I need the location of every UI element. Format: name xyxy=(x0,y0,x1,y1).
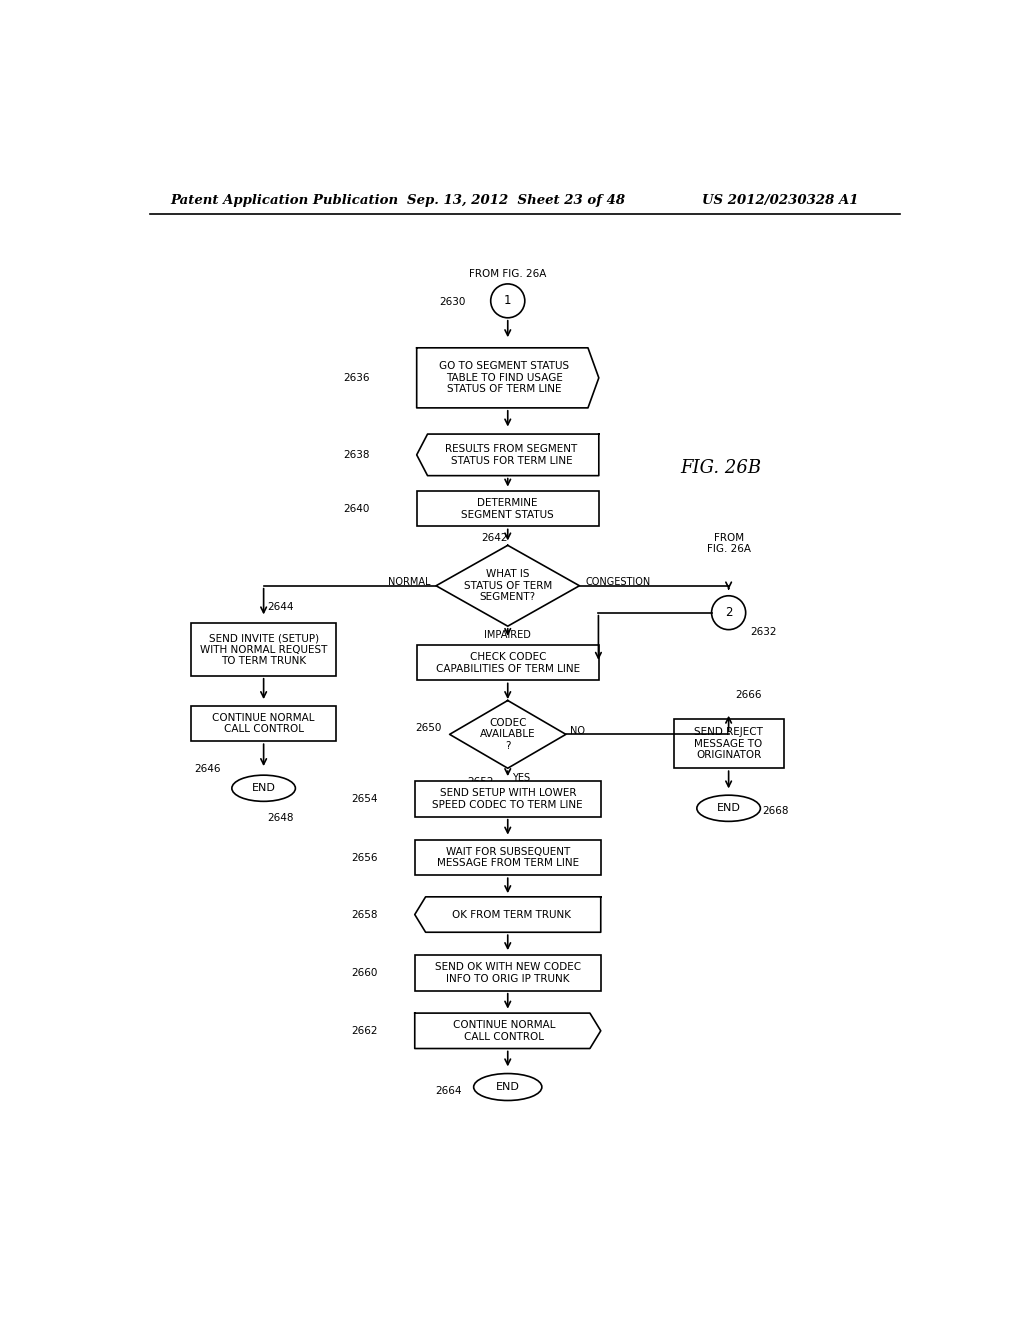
Text: US 2012/0230328 A1: US 2012/0230328 A1 xyxy=(701,194,858,207)
Circle shape xyxy=(490,284,524,318)
Text: 2660: 2660 xyxy=(351,968,378,978)
FancyBboxPatch shape xyxy=(415,956,601,991)
Text: FIG. 26B: FIG. 26B xyxy=(680,459,761,477)
Text: 2636: 2636 xyxy=(343,372,370,383)
Text: 1: 1 xyxy=(504,294,512,308)
Text: GO TO SEGMENT STATUS
TABLE TO FIND USAGE
STATUS OF TERM LINE: GO TO SEGMENT STATUS TABLE TO FIND USAGE… xyxy=(439,362,569,395)
Polygon shape xyxy=(450,701,566,768)
Circle shape xyxy=(712,595,745,630)
FancyBboxPatch shape xyxy=(674,719,783,768)
Text: SEND INVITE (SETUP)
WITH NORMAL REQUEST
TO TERM TRUNK: SEND INVITE (SETUP) WITH NORMAL REQUEST … xyxy=(200,634,328,667)
Text: DETERMINE
SEGMENT STATUS: DETERMINE SEGMENT STATUS xyxy=(462,498,554,520)
Text: SEND REJECT
MESSAGE TO
ORIGINATOR: SEND REJECT MESSAGE TO ORIGINATOR xyxy=(694,727,763,760)
Text: RESULTS FROM SEGMENT
STATUS FOR TERM LINE: RESULTS FROM SEGMENT STATUS FOR TERM LIN… xyxy=(445,444,578,466)
Text: CONGESTION: CONGESTION xyxy=(586,577,650,587)
Text: NO: NO xyxy=(569,726,585,735)
Text: SEND SETUP WITH LOWER
SPEED CODEC TO TERM LINE: SEND SETUP WITH LOWER SPEED CODEC TO TER… xyxy=(432,788,583,810)
Text: CHECK CODEC
CAPABILITIES OF TERM LINE: CHECK CODEC CAPABILITIES OF TERM LINE xyxy=(435,652,580,673)
Text: 2668: 2668 xyxy=(763,805,790,816)
FancyBboxPatch shape xyxy=(190,706,337,742)
Text: 2640: 2640 xyxy=(343,504,370,513)
Text: Patent Application Publication: Patent Application Publication xyxy=(171,194,398,207)
Text: 2664: 2664 xyxy=(435,1086,461,1096)
Text: WHAT IS
STATUS OF TERM
SEGMENT?: WHAT IS STATUS OF TERM SEGMENT? xyxy=(464,569,552,602)
Text: 2662: 2662 xyxy=(351,1026,378,1036)
Text: 2638: 2638 xyxy=(343,450,370,459)
Text: 2658: 2658 xyxy=(351,909,378,920)
Text: FROM
FIG. 26A: FROM FIG. 26A xyxy=(707,532,751,554)
Polygon shape xyxy=(417,434,599,475)
Text: IMPAIRED: IMPAIRED xyxy=(484,631,531,640)
Text: 2656: 2656 xyxy=(351,853,378,862)
Ellipse shape xyxy=(231,775,295,801)
Text: 2: 2 xyxy=(725,606,732,619)
FancyBboxPatch shape xyxy=(190,623,337,676)
Text: 2654: 2654 xyxy=(351,795,378,804)
Text: NORMAL: NORMAL xyxy=(388,577,430,587)
Text: 2644: 2644 xyxy=(267,602,294,611)
FancyBboxPatch shape xyxy=(415,781,601,817)
Text: OK FROM TERM TRUNK: OK FROM TERM TRUNK xyxy=(452,909,570,920)
Text: 2648: 2648 xyxy=(267,813,294,822)
Text: END: END xyxy=(496,1082,520,1092)
Ellipse shape xyxy=(697,795,761,821)
Text: 2666: 2666 xyxy=(735,690,761,700)
Text: 2642: 2642 xyxy=(481,533,508,543)
Text: CONTINUE NORMAL
CALL CONTROL: CONTINUE NORMAL CALL CONTROL xyxy=(453,1020,555,1041)
Text: SEND OK WITH NEW CODEC
INFO TO ORIG IP TRUNK: SEND OK WITH NEW CODEC INFO TO ORIG IP T… xyxy=(434,962,581,983)
Text: 2646: 2646 xyxy=(195,764,221,774)
Text: CODEC
AVAILABLE
?: CODEC AVAILABLE ? xyxy=(480,718,536,751)
Text: Sep. 13, 2012  Sheet 23 of 48: Sep. 13, 2012 Sheet 23 of 48 xyxy=(407,194,625,207)
Text: END: END xyxy=(717,804,740,813)
Text: 2632: 2632 xyxy=(751,627,777,638)
FancyBboxPatch shape xyxy=(417,645,599,681)
Polygon shape xyxy=(415,1014,601,1048)
Text: YES: YES xyxy=(512,774,529,783)
Text: END: END xyxy=(252,783,275,793)
Text: 2630: 2630 xyxy=(438,297,465,308)
Text: CONTINUE NORMAL
CALL CONTROL: CONTINUE NORMAL CALL CONTROL xyxy=(212,713,314,734)
Text: FROM FIG. 26A: FROM FIG. 26A xyxy=(469,269,547,279)
Polygon shape xyxy=(415,896,601,932)
Polygon shape xyxy=(436,545,580,626)
FancyBboxPatch shape xyxy=(415,840,601,875)
Text: WAIT FOR SUBSEQUENT
MESSAGE FROM TERM LINE: WAIT FOR SUBSEQUENT MESSAGE FROM TERM LI… xyxy=(436,846,579,869)
FancyBboxPatch shape xyxy=(417,491,599,527)
Ellipse shape xyxy=(474,1073,542,1101)
Polygon shape xyxy=(417,348,599,408)
Text: 2650: 2650 xyxy=(416,723,442,733)
Text: 2652: 2652 xyxy=(467,776,494,787)
